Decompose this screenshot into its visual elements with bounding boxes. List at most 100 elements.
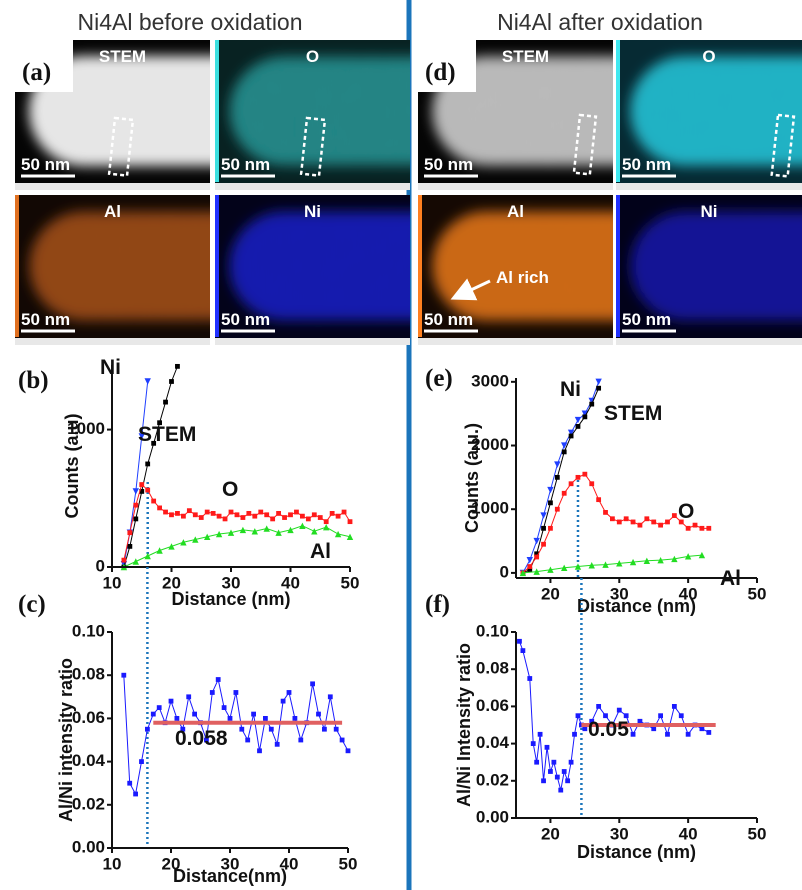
data-point: [310, 681, 315, 687]
rod-glow: [634, 217, 802, 315]
data-point: [292, 716, 298, 721]
x-axis-title: Distance(nm): [173, 866, 287, 886]
y-tick-label: 0: [96, 556, 105, 575]
data-point: [298, 737, 304, 743]
data-point: [658, 522, 663, 528]
data-point: [519, 569, 527, 577]
series-label: STEM: [604, 402, 662, 425]
x-tick-label: 30: [221, 854, 240, 873]
data-point: [595, 378, 602, 386]
data-point: [623, 713, 629, 719]
data-point: [245, 737, 251, 743]
data-point: [644, 516, 650, 522]
rod-blur: [630, 56, 802, 166]
data-point: [299, 522, 306, 529]
data-point: [239, 526, 247, 534]
scale-label: 50 nm: [221, 155, 270, 174]
rod-glow: [436, 62, 613, 160]
data-point: [180, 539, 187, 546]
data-point: [151, 498, 157, 504]
data-point: [541, 541, 546, 547]
data-point: [239, 726, 245, 732]
data-point: [233, 690, 239, 695]
y-tick-label: 1000: [67, 419, 105, 438]
data-point: [699, 525, 705, 531]
data-point: [156, 547, 163, 554]
data-point: [544, 744, 550, 750]
data-point: [706, 730, 712, 735]
y-tick-label: 0.04: [476, 733, 510, 752]
x-tick-label: 40: [280, 854, 299, 873]
data-point: [127, 543, 133, 549]
data-point: [168, 543, 175, 550]
series-label: Al: [310, 540, 331, 563]
micrograph: [215, 40, 410, 190]
y-tick-label: 0.00: [72, 837, 105, 856]
data-point: [630, 519, 636, 525]
data-point: [581, 410, 589, 417]
data-point: [706, 525, 712, 531]
caption-strip: [616, 183, 802, 190]
data-point: [527, 564, 533, 569]
data-point: [144, 552, 151, 560]
data-point: [658, 713, 663, 719]
data-point: [144, 378, 151, 385]
data-point: [541, 778, 546, 784]
panel-label: (e): [425, 365, 453, 392]
data-point: [637, 522, 643, 528]
data-point: [215, 530, 223, 538]
caption-strip: [215, 183, 410, 190]
color-strip: [616, 40, 620, 182]
data-point: [204, 509, 210, 515]
series-label: Ni: [560, 378, 581, 401]
rod-blur: [29, 56, 210, 166]
scale-label: 50 nm: [21, 155, 70, 174]
x-tick-label: 30: [222, 573, 241, 592]
data-point: [547, 486, 554, 494]
data-point: [322, 726, 327, 732]
data-point: [300, 513, 305, 519]
image-grid: 50 nm STEM 50 nm O 50 nm Al 50 nm Ni 50 nm STEM 50…: [15, 40, 802, 345]
data-point: [132, 488, 139, 495]
data-point: [527, 676, 533, 681]
data-point: [630, 731, 636, 737]
panel-label: (a): [22, 59, 51, 86]
x-tick-label: 20: [162, 854, 181, 873]
fit-label: 0.058: [175, 727, 228, 750]
data-point: [596, 704, 602, 709]
data-point: [575, 474, 581, 480]
data-point: [616, 560, 623, 567]
data-point: [132, 558, 139, 565]
x-tick-label: 10: [103, 573, 122, 592]
scale-label: 50 nm: [424, 310, 473, 329]
data-point: [156, 705, 162, 710]
data-point: [698, 551, 706, 559]
caption-strip: [418, 183, 613, 190]
color-strip: [215, 195, 219, 337]
data-point: [192, 711, 197, 717]
series-line: [123, 366, 178, 568]
x-axis-title: Distance (nm): [171, 589, 290, 609]
chart: (b) Ni STEM O Al 0 1000 10 20 30 40 50 Distance (nm)…: [18, 356, 359, 609]
roi-box: [107, 116, 135, 177]
data-point: [588, 562, 595, 569]
caption-strip: [15, 183, 210, 190]
data-point: [186, 508, 192, 514]
channel-label: STEM: [502, 47, 549, 66]
x-tick-label: 40: [679, 584, 698, 603]
series-line: [123, 381, 149, 565]
data-point: [651, 726, 657, 732]
data-point: [286, 690, 292, 695]
data-point: [548, 500, 553, 506]
data-point: [127, 780, 133, 786]
data-point: [568, 759, 574, 765]
rod-blur: [630, 211, 802, 321]
y-tick-label: 0.10: [72, 621, 105, 640]
data-point: [151, 440, 157, 446]
data-point: [221, 705, 227, 710]
data-point: [252, 513, 258, 519]
series-line: [522, 473, 709, 574]
charts: (b) Ni STEM O Al 0 1000 10 20 30 40 50 Distance (nm)…: [18, 356, 766, 886]
data-point: [127, 530, 133, 536]
data-point: [554, 506, 560, 512]
